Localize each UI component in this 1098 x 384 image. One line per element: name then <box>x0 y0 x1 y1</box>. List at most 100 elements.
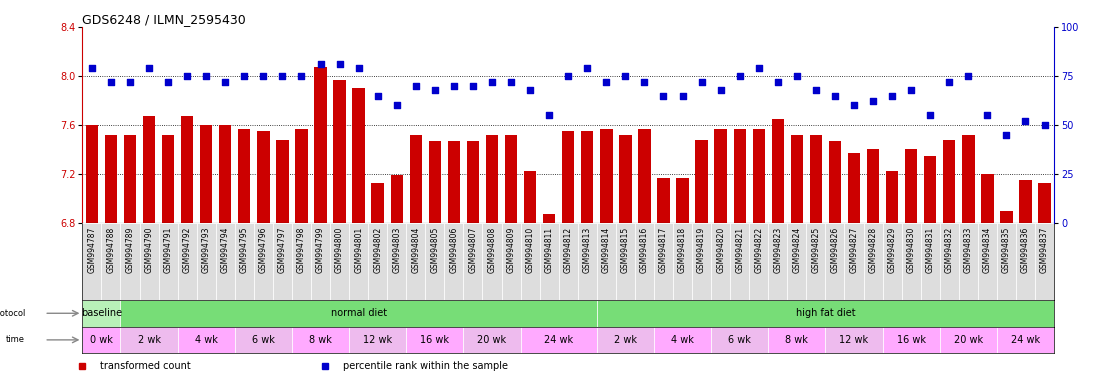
Text: 24 wk: 24 wk <box>1011 335 1040 345</box>
Text: GSM994798: GSM994798 <box>296 227 306 273</box>
Point <box>141 65 158 71</box>
Bar <box>544 214 556 223</box>
Bar <box>809 135 822 223</box>
Bar <box>883 326 940 353</box>
Bar <box>121 300 597 326</box>
Text: GSM994833: GSM994833 <box>964 227 973 273</box>
Bar <box>235 326 292 353</box>
Bar <box>311 223 330 300</box>
Text: GSM994823: GSM994823 <box>773 227 782 273</box>
Text: GSM994787: GSM994787 <box>88 227 97 273</box>
Bar <box>787 223 806 300</box>
Text: GSM994806: GSM994806 <box>449 227 458 273</box>
Bar <box>330 223 349 300</box>
Point <box>960 73 977 79</box>
Bar <box>769 223 787 300</box>
Point <box>330 61 348 67</box>
Bar <box>959 223 978 300</box>
Point <box>712 86 729 93</box>
Bar <box>695 140 708 223</box>
Text: 24 wk: 24 wk <box>545 335 573 345</box>
Bar <box>1035 223 1054 300</box>
Text: GSM994807: GSM994807 <box>469 227 478 273</box>
Text: GSM994817: GSM994817 <box>659 227 668 273</box>
Point <box>216 79 234 85</box>
Bar <box>997 223 1016 300</box>
Bar <box>692 223 712 300</box>
Point <box>769 79 786 85</box>
Text: GSM994789: GSM994789 <box>125 227 134 273</box>
Text: GSM994808: GSM994808 <box>488 227 496 273</box>
Point <box>445 83 462 89</box>
Point <box>731 73 749 79</box>
Text: GSM994835: GSM994835 <box>1002 227 1011 273</box>
Text: GSM994814: GSM994814 <box>602 227 610 273</box>
Point <box>464 83 482 89</box>
Point <box>864 98 882 104</box>
Point <box>235 73 253 79</box>
Bar <box>769 326 826 353</box>
Bar <box>673 223 692 300</box>
Point <box>102 79 120 85</box>
Bar <box>82 300 121 326</box>
Point <box>369 93 386 99</box>
Bar <box>257 131 269 223</box>
Bar <box>273 223 292 300</box>
Text: GSM994816: GSM994816 <box>640 227 649 273</box>
Bar <box>676 178 688 223</box>
Bar <box>215 223 235 300</box>
Bar <box>220 125 232 223</box>
Text: GSM994836: GSM994836 <box>1021 227 1030 273</box>
Text: GSM994795: GSM994795 <box>239 227 249 273</box>
Text: GDS6248 / ILMN_2595430: GDS6248 / ILMN_2595430 <box>82 13 246 26</box>
Bar <box>467 141 479 223</box>
Point <box>998 132 1016 138</box>
Point <box>502 79 519 85</box>
Bar <box>905 149 917 223</box>
Text: GSM994790: GSM994790 <box>145 227 154 273</box>
Bar <box>597 223 616 300</box>
Point <box>693 79 710 85</box>
Bar <box>1019 180 1032 223</box>
Text: GSM994812: GSM994812 <box>563 227 573 273</box>
Bar <box>749 223 769 300</box>
Bar <box>352 88 365 223</box>
Text: GSM994804: GSM994804 <box>412 227 421 273</box>
Point <box>1035 122 1053 128</box>
Bar <box>314 67 327 223</box>
Point <box>597 79 615 85</box>
Bar <box>520 223 539 300</box>
Text: GSM994801: GSM994801 <box>355 227 363 273</box>
Bar <box>368 223 388 300</box>
Point <box>579 65 596 71</box>
Text: GSM994797: GSM994797 <box>278 227 287 273</box>
Bar <box>181 116 193 223</box>
Bar <box>715 129 727 223</box>
Bar <box>1000 211 1012 223</box>
Bar <box>178 223 197 300</box>
Bar <box>791 135 803 223</box>
Bar <box>978 223 997 300</box>
Point <box>388 102 405 108</box>
Point <box>312 61 329 67</box>
Point <box>826 93 843 99</box>
Bar <box>238 129 250 223</box>
Text: GSM994831: GSM994831 <box>926 227 934 273</box>
Bar <box>158 223 178 300</box>
Bar <box>982 174 994 223</box>
Text: GSM994799: GSM994799 <box>316 227 325 273</box>
Text: GSM994825: GSM994825 <box>811 227 820 273</box>
Text: GSM994794: GSM994794 <box>221 227 229 273</box>
Text: time: time <box>7 335 25 344</box>
Text: GSM994810: GSM994810 <box>526 227 535 273</box>
Bar <box>578 223 597 300</box>
Bar <box>200 125 212 223</box>
Point <box>1017 118 1034 124</box>
Bar <box>448 141 460 223</box>
Bar <box>883 223 901 300</box>
Text: GSM994791: GSM994791 <box>164 227 172 273</box>
Text: 4 wk: 4 wk <box>671 335 694 345</box>
Text: 16 wk: 16 wk <box>897 335 926 345</box>
Text: GSM994820: GSM994820 <box>716 227 725 273</box>
Text: 12 wk: 12 wk <box>840 335 869 345</box>
